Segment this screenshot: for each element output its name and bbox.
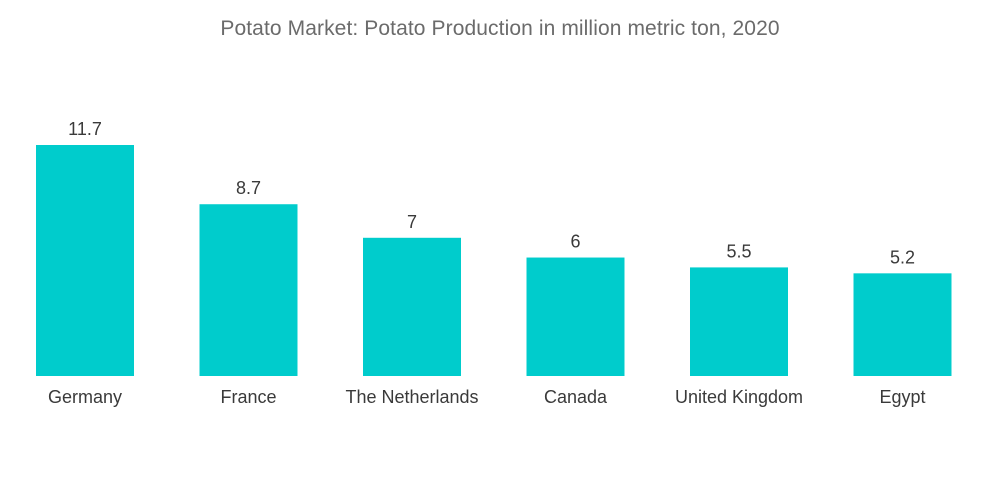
bars-layer: [36, 145, 952, 376]
data-label-egypt: 5.2: [890, 247, 915, 267]
category-labels-layer: Germany France The Netherlands Canada United…: [48, 387, 926, 407]
x-tick-label-the-netherlands: The Netherlands: [345, 387, 478, 407]
chart-title: Potato Market: Potato Production in mill…: [220, 17, 780, 40]
bar-france: [199, 204, 298, 376]
data-label-france: 8.7: [236, 178, 261, 198]
x-tick-label-germany: Germany: [48, 387, 122, 407]
data-label-united-kingdom: 5.5: [726, 241, 751, 261]
x-tick-label-canada: Canada: [544, 387, 608, 407]
bar-egypt: [853, 273, 952, 376]
x-tick-label-france: France: [220, 387, 276, 407]
bar-the-netherlands: [363, 237, 461, 376]
value-labels-layer: 11.7 8.7 7 6 5.5 5.2: [68, 119, 915, 267]
bar-germany: [36, 145, 134, 376]
x-tick-label-egypt: Egypt: [879, 387, 925, 407]
bar-canada: [526, 257, 625, 376]
bar-united-kingdom: [690, 267, 788, 376]
data-label-the-netherlands: 7: [407, 212, 417, 232]
data-label-germany: 11.7: [68, 119, 102, 139]
data-label-canada: 6: [570, 232, 580, 252]
x-tick-label-united-kingdom: United Kingdom: [675, 387, 803, 407]
